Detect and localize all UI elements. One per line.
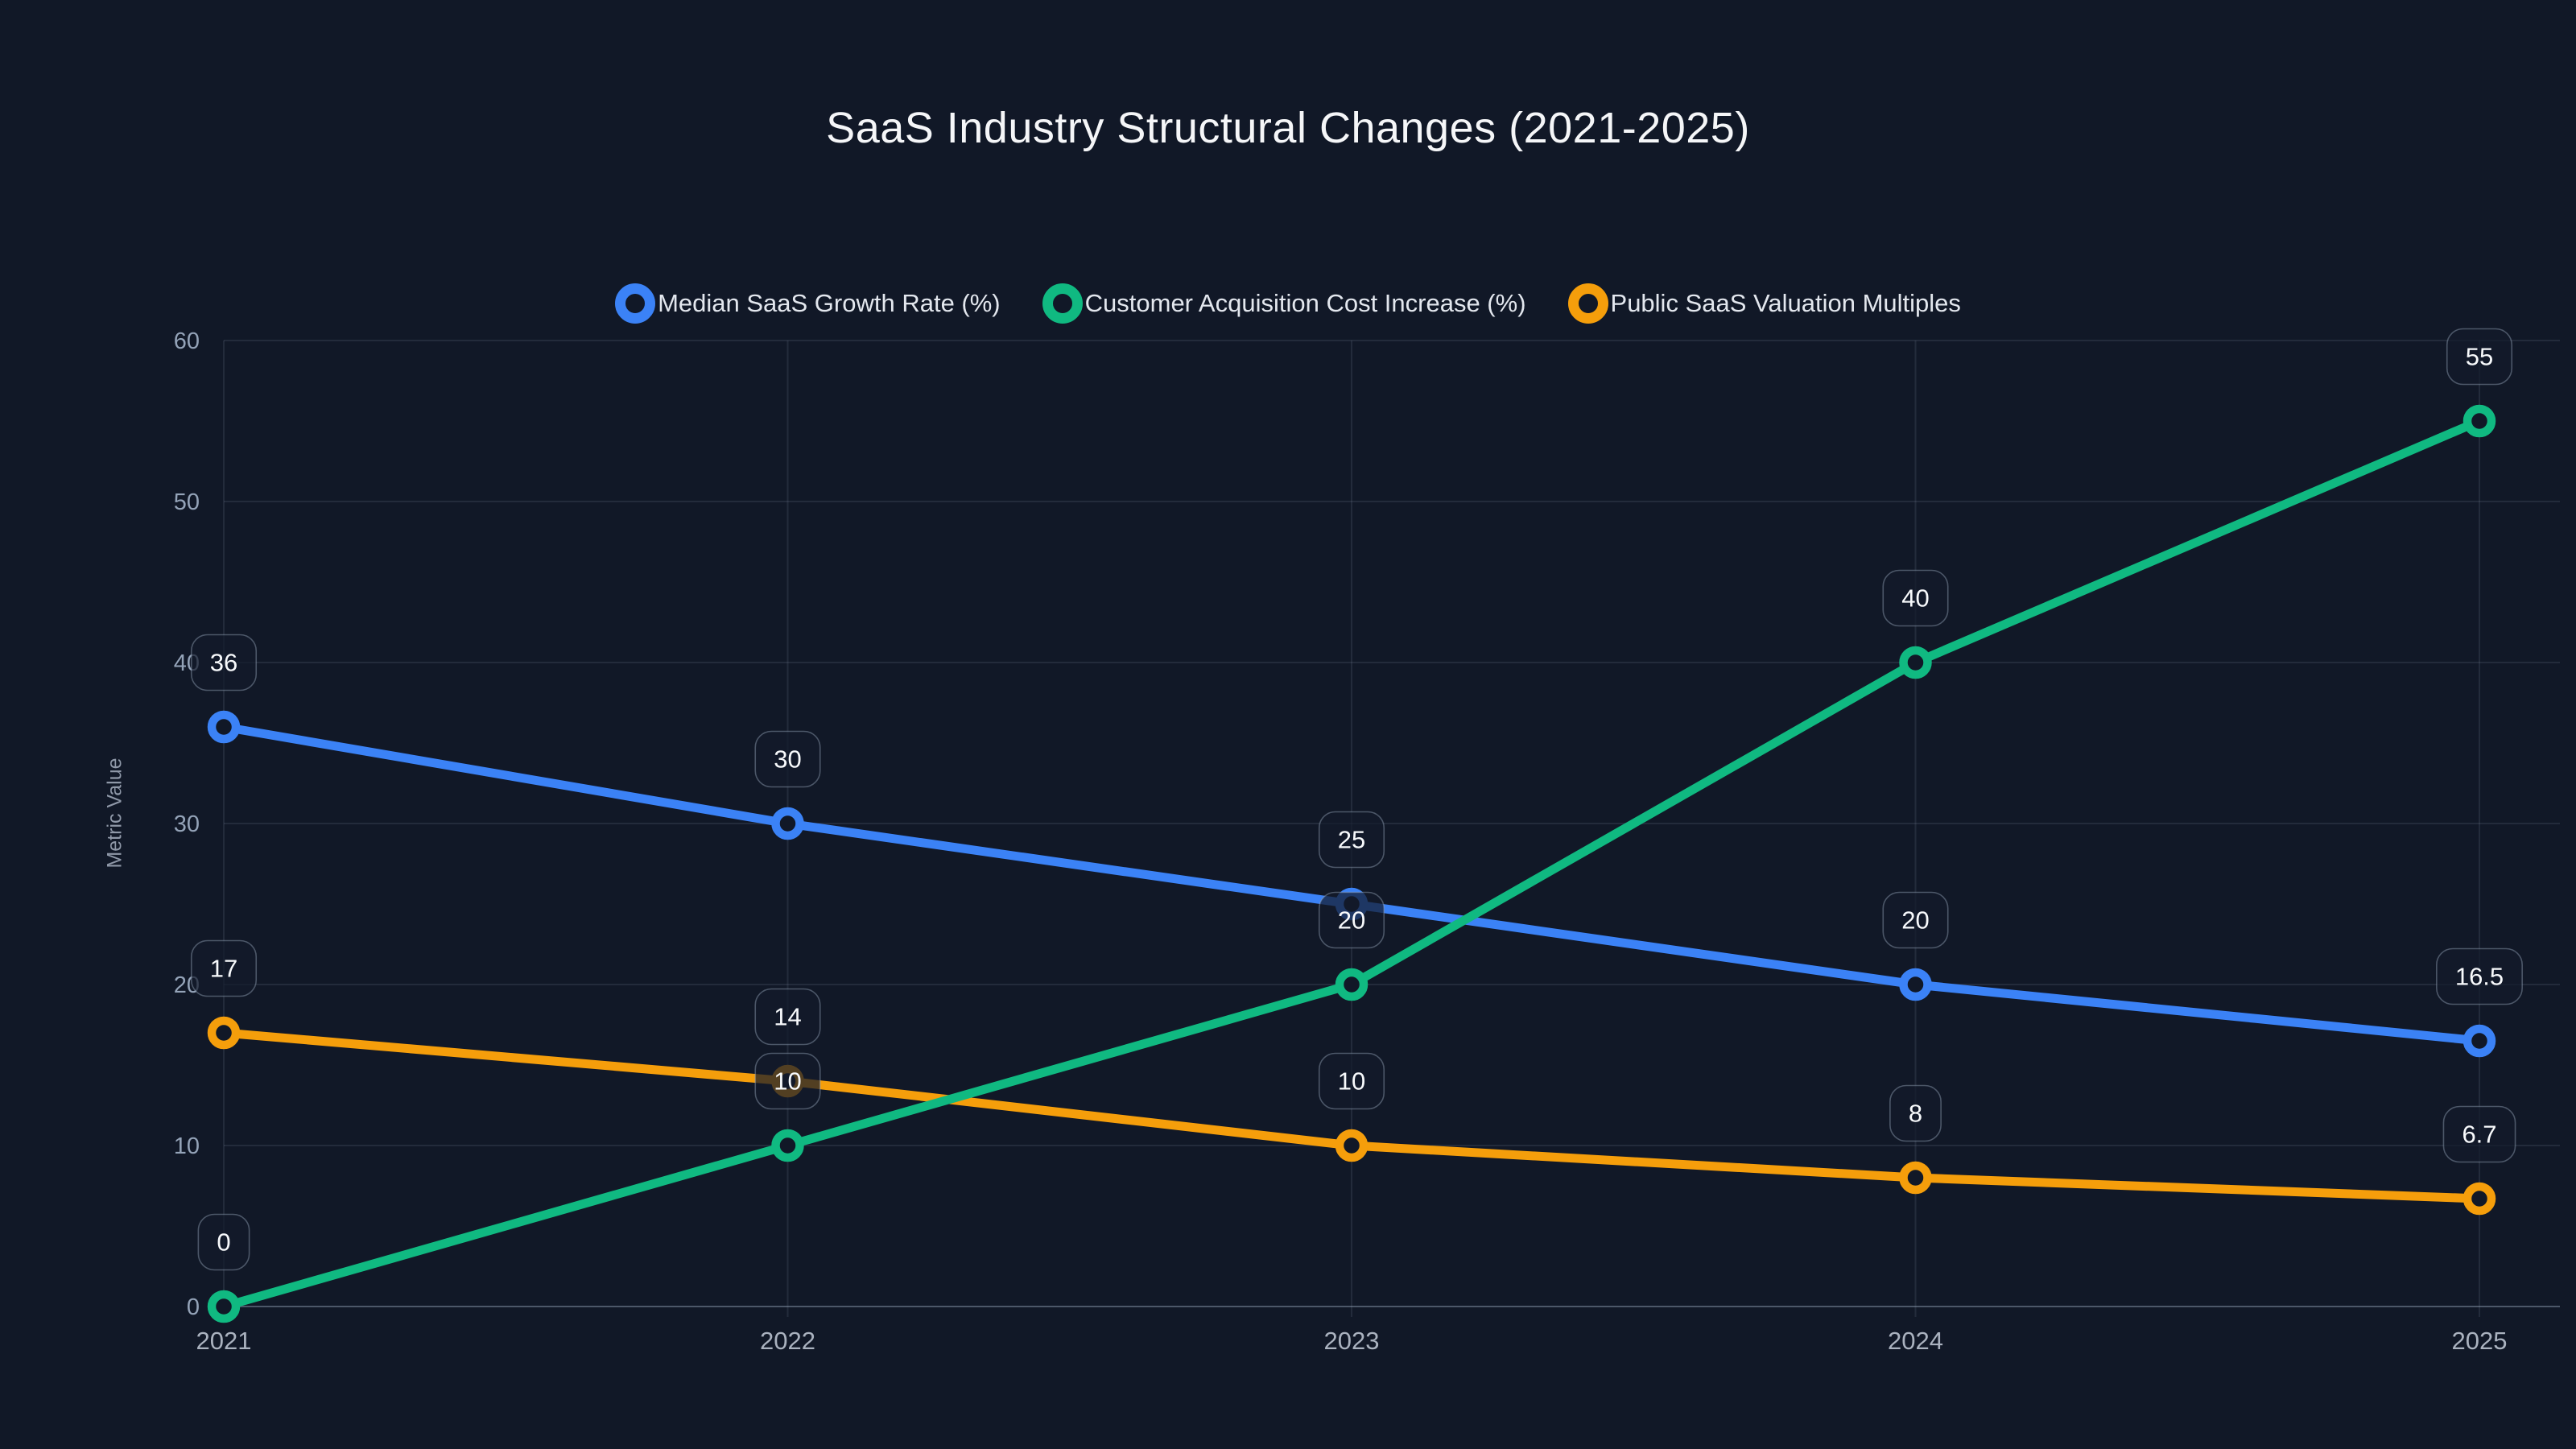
data-label-pill bbox=[1882, 891, 1949, 949]
data-label-text: 6.7 bbox=[2462, 1121, 2496, 1149]
data-point bbox=[207, 1016, 241, 1050]
legend-item-1[interactable]: Customer Acquisition Cost Increase (%) bbox=[1042, 283, 1526, 324]
y-axis-title: Metric Value bbox=[103, 758, 126, 869]
legend-label: Median SaaS Growth Rate (%) bbox=[658, 289, 1001, 317]
data-label-pill bbox=[754, 1052, 821, 1110]
data-label-text: 20 bbox=[1338, 906, 1365, 935]
data-point bbox=[1899, 646, 1932, 679]
data-point bbox=[1899, 968, 1932, 1001]
data-label-pill bbox=[197, 1213, 250, 1271]
legend-item-2[interactable]: Public SaaS Valuation Multiples bbox=[1567, 283, 1961, 324]
legend-ring-icon bbox=[1567, 283, 1608, 324]
data-label-text: 14 bbox=[774, 1003, 801, 1031]
data-point bbox=[771, 1129, 804, 1162]
data-label-text: 20 bbox=[1901, 906, 1929, 935]
data-label-text: 10 bbox=[774, 1067, 801, 1096]
y-tick-label: 0 bbox=[187, 1294, 200, 1320]
data-point bbox=[2462, 1024, 2496, 1058]
legend-label: Public SaaS Valuation Multiples bbox=[1610, 289, 1961, 317]
x-tick-label: 2025 bbox=[2452, 1327, 2508, 1355]
legend-ring-icon bbox=[615, 283, 656, 324]
y-tick-label: 60 bbox=[174, 328, 200, 354]
data-label-text: 30 bbox=[774, 745, 801, 774]
legend-label: Customer Acquisition Cost Increase (%) bbox=[1084, 289, 1526, 317]
data-label-pill bbox=[2446, 328, 2513, 386]
data-label-pill bbox=[754, 730, 821, 788]
legend: Median SaaS Growth Rate (%) Customer Acqu… bbox=[0, 283, 2576, 324]
data-label-text: 17 bbox=[210, 955, 237, 983]
data-label-pill bbox=[1318, 891, 1385, 949]
data-label-text: 25 bbox=[1338, 826, 1365, 854]
x-tick-label: 2021 bbox=[196, 1327, 252, 1355]
data-point bbox=[2462, 404, 2496, 438]
data-label-pill bbox=[190, 634, 258, 691]
y-tick-label: 10 bbox=[174, 1133, 200, 1159]
data-point bbox=[207, 710, 241, 744]
data-label-pill bbox=[2442, 1105, 2516, 1163]
data-label-text: 55 bbox=[2466, 343, 2493, 371]
x-tick-label: 2023 bbox=[1324, 1327, 1380, 1355]
data-label-text: 36 bbox=[210, 649, 237, 677]
data-label-pill bbox=[1882, 569, 1949, 627]
data-label-pill bbox=[754, 988, 821, 1046]
y-tick-label: 50 bbox=[174, 489, 200, 515]
data-point bbox=[1899, 1161, 1932, 1195]
x-tick-label: 2024 bbox=[1888, 1327, 1943, 1355]
data-label-text: 40 bbox=[1901, 584, 1929, 613]
chart-title: SaaS Industry Structural Changes (2021-2… bbox=[826, 104, 1750, 152]
data-label-text: 16.5 bbox=[2455, 963, 2504, 991]
data-label-pill bbox=[2436, 947, 2523, 1005]
y-tick-label: 30 bbox=[174, 811, 200, 837]
data-label-pill bbox=[1318, 811, 1385, 869]
data-label-text: 10 bbox=[1338, 1067, 1365, 1096]
legend-ring-icon bbox=[1042, 283, 1083, 324]
data-label-text: 8 bbox=[1909, 1100, 1922, 1128]
data-point bbox=[207, 1290, 241, 1323]
data-point bbox=[2462, 1182, 2496, 1216]
x-tick-label: 2022 bbox=[760, 1327, 815, 1355]
data-label-pill bbox=[190, 939, 258, 997]
data-point bbox=[771, 807, 804, 840]
data-label-text: 0 bbox=[217, 1228, 230, 1257]
legend-item-0[interactable]: Median SaaS Growth Rate (%) bbox=[615, 283, 1001, 324]
data-label-pill bbox=[1889, 1084, 1942, 1142]
data-point bbox=[1335, 968, 1368, 1001]
data-point bbox=[1335, 1129, 1368, 1162]
data-label-pill bbox=[1318, 1052, 1385, 1110]
